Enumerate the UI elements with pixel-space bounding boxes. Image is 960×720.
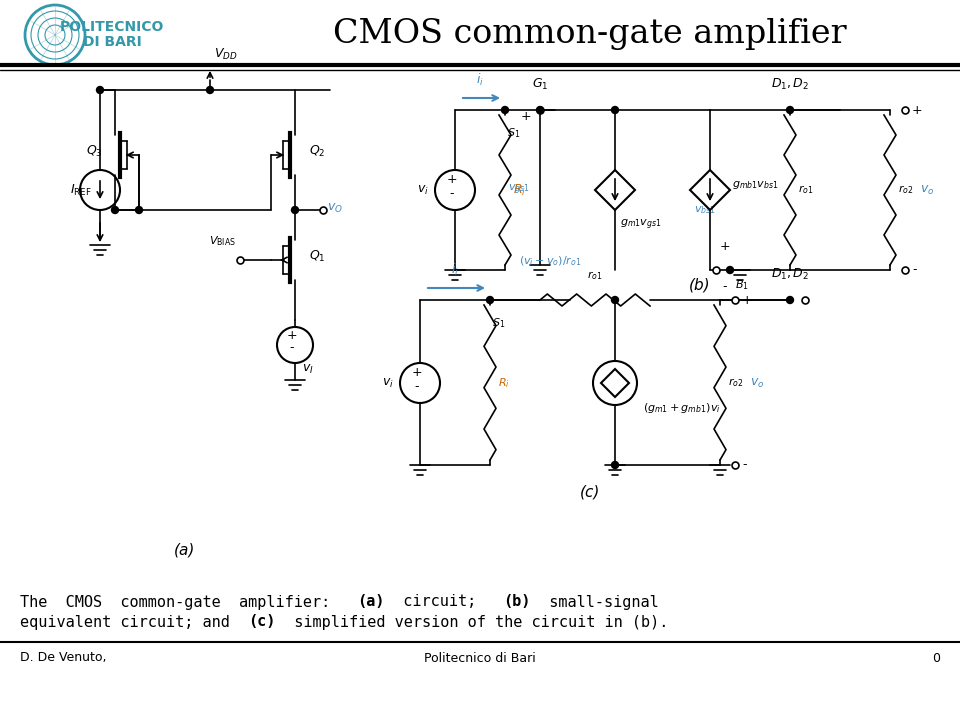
Text: $V_{\rm BIAS}$: $V_{\rm BIAS}$ [209, 234, 236, 248]
Text: +: + [446, 173, 457, 186]
Text: $Q_1$: $Q_1$ [309, 248, 325, 264]
Text: DI BARI: DI BARI [83, 35, 141, 49]
Text: -: - [415, 380, 420, 393]
Text: $R_i$: $R_i$ [513, 182, 526, 197]
Text: (b): (b) [689, 277, 710, 292]
Circle shape [97, 86, 104, 94]
Text: $v_o$: $v_o$ [750, 377, 764, 390]
Text: $v_{gs1}$: $v_{gs1}$ [508, 183, 530, 197]
Circle shape [727, 266, 733, 274]
Text: -: - [912, 264, 917, 276]
Text: +: + [412, 366, 422, 379]
Text: +: + [912, 104, 923, 117]
Text: (b): (b) [504, 595, 531, 610]
Text: (c): (c) [248, 614, 276, 629]
Text: $i_i$: $i_i$ [476, 72, 484, 88]
Text: $G_1$: $G_1$ [532, 77, 548, 92]
Text: $v_I$: $v_I$ [302, 363, 314, 376]
Text: circuit;: circuit; [385, 595, 504, 610]
Circle shape [206, 86, 213, 94]
Circle shape [612, 107, 618, 114]
Text: -: - [723, 280, 728, 293]
Text: -: - [449, 187, 454, 200]
Text: $v_O$: $v_O$ [327, 202, 343, 215]
Circle shape [537, 107, 543, 114]
Text: equivalent circuit; and: equivalent circuit; and [20, 614, 248, 629]
Text: (c): (c) [580, 485, 600, 500]
Text: $R_i$: $R_i$ [498, 376, 510, 390]
Circle shape [501, 107, 509, 114]
Text: (a): (a) [358, 595, 385, 610]
Text: small-signal: small-signal [531, 595, 659, 610]
Text: $Q_3$: $Q_3$ [86, 143, 103, 158]
Text: The  CMOS  common-gate  amplifier:: The CMOS common-gate amplifier: [20, 595, 358, 610]
Text: $g_{m1}v_{gs1}$: $g_{m1}v_{gs1}$ [620, 218, 661, 233]
Text: -: - [742, 459, 747, 472]
Text: $v_{bs1}$: $v_{bs1}$ [694, 204, 716, 216]
Circle shape [786, 107, 794, 114]
Text: $S_1$: $S_1$ [492, 316, 505, 330]
Text: POLITECNICO: POLITECNICO [60, 20, 164, 34]
Text: $i_i$: $i_i$ [451, 262, 459, 278]
Text: D. De Venuto,: D. De Venuto, [20, 652, 107, 665]
Text: $g_{mb1}v_{bs1}$: $g_{mb1}v_{bs1}$ [732, 179, 779, 191]
Text: $D_1, D_2$: $D_1, D_2$ [771, 267, 809, 282]
Text: simplified version of the circuit in (b).: simplified version of the circuit in (b)… [276, 614, 668, 629]
Text: +: + [720, 240, 731, 253]
Circle shape [786, 297, 794, 304]
Circle shape [612, 297, 618, 304]
Text: $(v_i - v_o)/r_{o1}$: $(v_i - v_o)/r_{o1}$ [518, 254, 581, 268]
Text: (a): (a) [175, 542, 196, 557]
Text: $D_1, D_2$: $D_1, D_2$ [771, 77, 809, 92]
Text: $v_i$: $v_i$ [418, 184, 429, 197]
Text: $S_1$: $S_1$ [507, 126, 520, 140]
Text: $r_{o2}$: $r_{o2}$ [898, 184, 914, 197]
Circle shape [111, 207, 118, 214]
Text: $V_{DD}$: $V_{DD}$ [214, 47, 238, 62]
Text: $B_1$: $B_1$ [735, 278, 749, 292]
Text: $r_{o1}$: $r_{o1}$ [588, 269, 603, 282]
Text: +: + [287, 329, 298, 342]
Text: -: - [290, 341, 295, 354]
Text: $Q_2$: $Q_2$ [309, 143, 325, 158]
Text: $v_i$: $v_i$ [382, 377, 394, 390]
Text: $r_{o2}$: $r_{o2}$ [728, 377, 743, 390]
Text: $v_o$: $v_o$ [920, 184, 934, 197]
Text: +: + [520, 110, 531, 123]
Text: 0: 0 [932, 652, 940, 665]
Text: $I_{\rm REF}$: $I_{\rm REF}$ [70, 182, 92, 197]
Text: $(g_{m1}+g_{mb1})v_i$: $(g_{m1}+g_{mb1})v_i$ [643, 401, 721, 415]
Circle shape [292, 207, 299, 214]
Text: $r_{o1}$: $r_{o1}$ [798, 184, 813, 197]
Text: CMOS common-gate amplifier: CMOS common-gate amplifier [333, 18, 847, 50]
Text: Politecnico di Bari: Politecnico di Bari [424, 652, 536, 665]
Circle shape [135, 207, 142, 214]
Circle shape [612, 462, 618, 469]
Text: +: + [742, 294, 753, 307]
Circle shape [487, 297, 493, 304]
